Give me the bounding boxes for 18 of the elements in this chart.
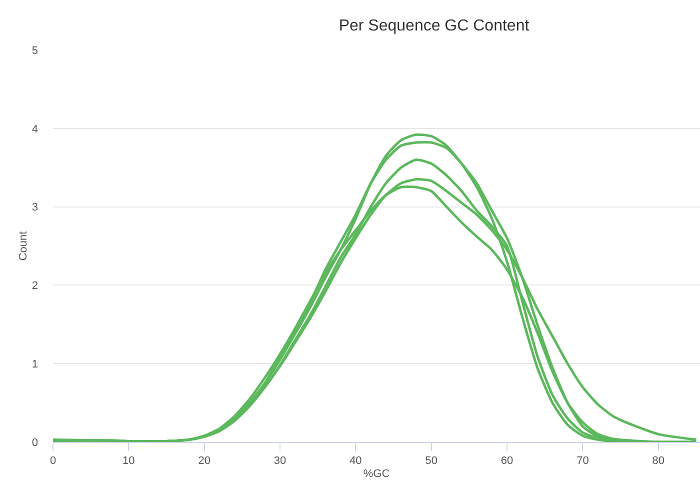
x-tick-label: 40 bbox=[350, 455, 362, 468]
y-axis-title: Count bbox=[18, 231, 30, 261]
y-tick-label: 5 bbox=[32, 44, 38, 57]
x-tick-label: 0 bbox=[50, 455, 56, 468]
x-tick-label: 50 bbox=[425, 455, 438, 468]
x-tick-label: 20 bbox=[198, 455, 210, 468]
y-tick-label: 4 bbox=[32, 123, 38, 136]
y-tick-label: 2 bbox=[32, 280, 38, 292]
x-tick-label: 30 bbox=[274, 455, 286, 468]
x-tick-label: 80 bbox=[652, 455, 665, 468]
x-tick-label: 60 bbox=[500, 455, 514, 468]
chart-title: Per Sequence GC Content bbox=[338, 17, 530, 34]
x-tick-label: 10 bbox=[122, 455, 135, 468]
x-tick-label: 70 bbox=[576, 455, 589, 468]
y-tick-label: 1 bbox=[32, 358, 38, 370]
y-tick-label: 3 bbox=[32, 202, 38, 214]
y-tick-label: 0 bbox=[32, 436, 38, 449]
x-axis-title: %GC bbox=[363, 468, 390, 480]
